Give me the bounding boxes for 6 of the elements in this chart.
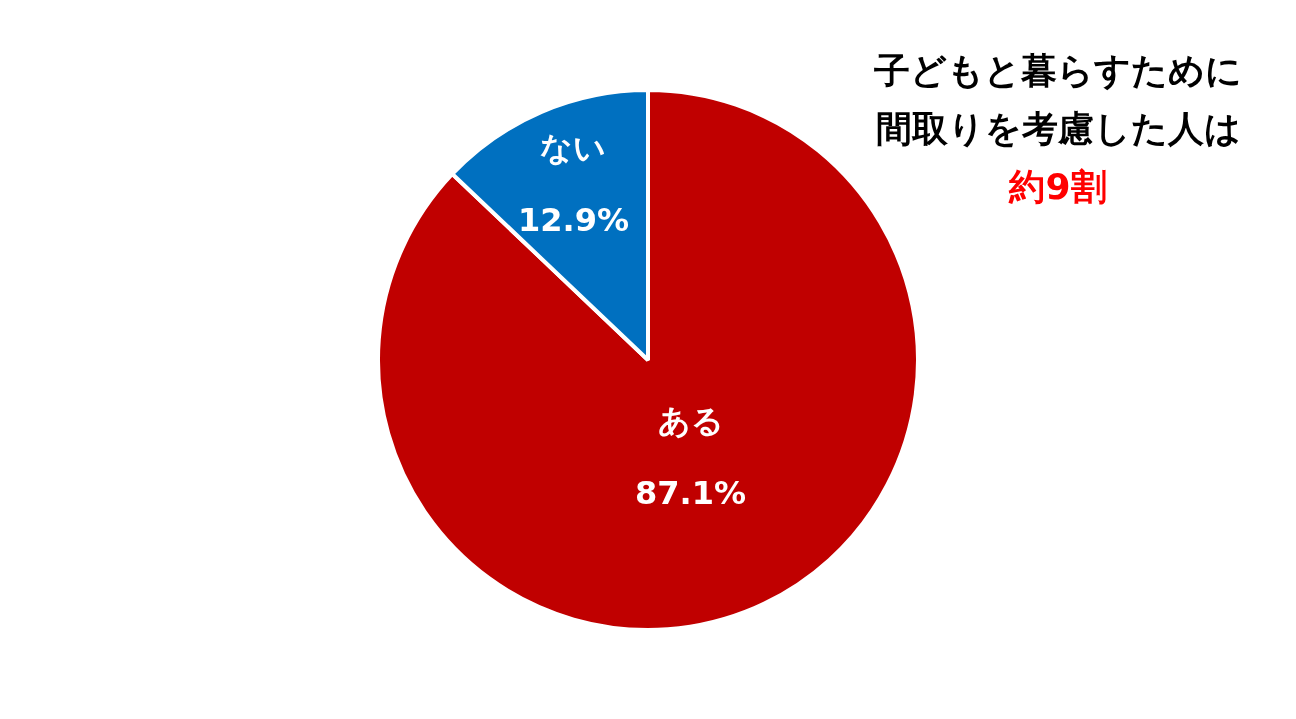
text: 約9割	[1007, 165, 1108, 209]
slice-label: ない	[540, 128, 607, 167]
data-label: 12.9%	[517, 200, 629, 239]
data-label: 87.1%	[635, 473, 747, 512]
text: 子どもと暮らすために間取りを考慮した人は	[873, 49, 1243, 151]
slice-label: ある	[657, 401, 724, 440]
